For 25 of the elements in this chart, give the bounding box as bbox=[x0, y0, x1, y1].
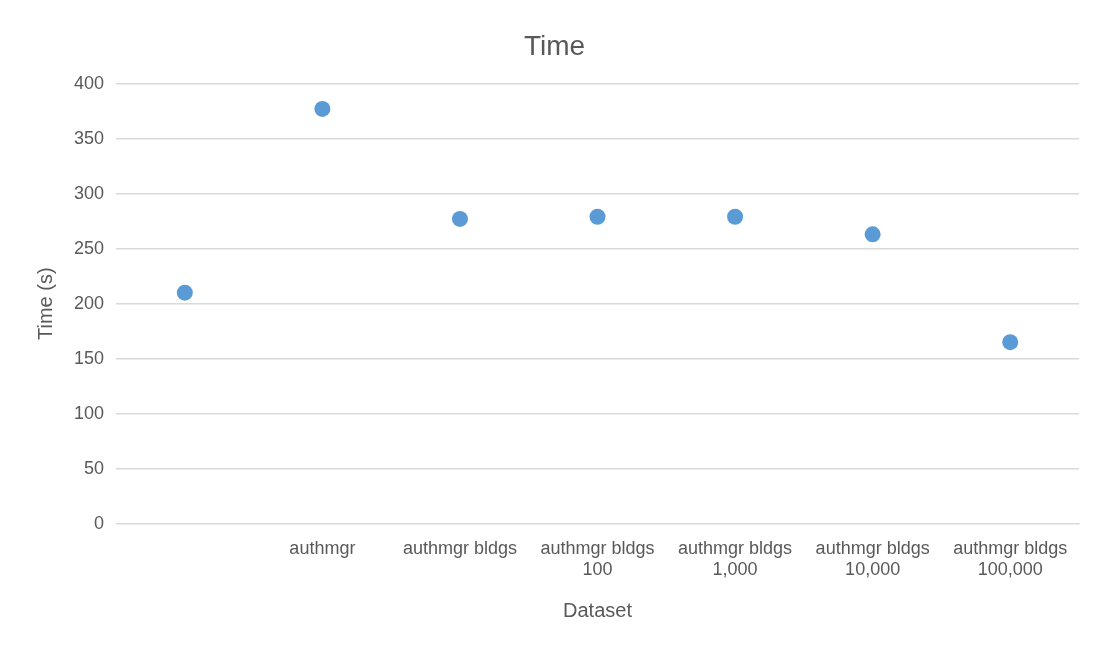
y-tick-label: 250 bbox=[73, 237, 105, 258]
x-tick-label: authmgr bldgs 1,000 bbox=[678, 537, 793, 580]
y-tick-label: 0 bbox=[94, 512, 105, 533]
point bbox=[451, 210, 468, 227]
point bbox=[864, 226, 881, 243]
x-axis-title: Dataset bbox=[563, 598, 633, 621]
y-tick-label: 300 bbox=[73, 182, 105, 203]
y-tick-label: 150 bbox=[73, 347, 105, 368]
y-tick-label: 400 bbox=[73, 72, 105, 93]
point bbox=[176, 284, 193, 301]
y-axis-title: Time (s) bbox=[33, 267, 56, 340]
point bbox=[727, 208, 744, 225]
y-tick-label: 350 bbox=[73, 127, 105, 148]
y-tick-label: 200 bbox=[73, 292, 105, 313]
y-tick-label: 50 bbox=[84, 457, 105, 478]
point bbox=[314, 100, 331, 117]
x-tick-label: authmgr bldgs 100,000 bbox=[953, 537, 1068, 580]
x-tick-label: authmgr bldgs 100 bbox=[540, 537, 655, 580]
y-tick-label: 100 bbox=[73, 402, 105, 423]
x-tick-label: authmgr bldgs bbox=[402, 537, 517, 558]
x-tick-label: authmgr bbox=[289, 537, 356, 558]
chart-title: Time bbox=[523, 29, 586, 61]
point bbox=[1002, 334, 1019, 351]
point bbox=[589, 208, 606, 225]
x-tick-label: authmgr bldgs 10,000 bbox=[815, 537, 930, 580]
